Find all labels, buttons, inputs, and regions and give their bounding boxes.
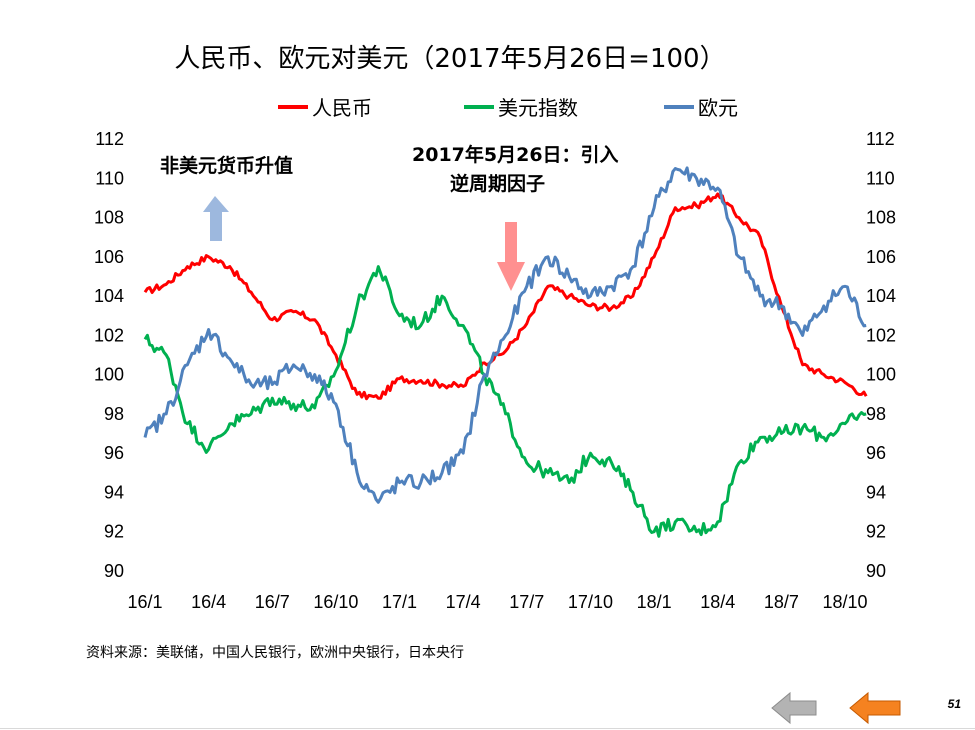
y-tick-left-110: 110 <box>95 168 124 188</box>
annotation-non-usd-appreciation: 非美元货币升值 <box>160 154 293 177</box>
legend-item-eur: 欧元 <box>664 92 738 121</box>
annotation-date-line1: 2017年5月26日：引入 <box>412 143 619 166</box>
y-tick-left-98: 98 <box>104 404 124 424</box>
y-tick-right-112: 112 <box>866 129 895 149</box>
x-tick-17-10: 17/10 <box>568 592 613 612</box>
source-note: 资料来源：美联储，中国人民银行，欧洲中央银行，日本央行 <box>86 645 464 661</box>
x-axis: 16/1 16/4 16/7 16/10 17/1 17/4 17/7 17/10 18/1 18… <box>127 592 867 612</box>
x-tick-16-10: 16/10 <box>313 592 358 612</box>
y-tick-left-104: 104 <box>94 286 124 306</box>
left-arrow-gray-icon <box>771 691 817 725</box>
chart-title: 人民币、欧元对美元（2017年5月26日=100） <box>174 44 726 74</box>
y-tick-left-90: 90 <box>104 561 124 581</box>
y-tick-left-94: 94 <box>104 482 124 502</box>
x-tick-17-1: 17/1 <box>382 592 417 612</box>
y-tick-left-102: 102 <box>94 325 124 345</box>
series-line-0 <box>143 192 868 401</box>
y-tick-right-102: 102 <box>866 325 896 345</box>
y-tick-left-96: 96 <box>104 443 124 463</box>
legend-item-dxy: 美元指数 <box>464 92 578 121</box>
y-tick-right-92: 92 <box>866 522 886 542</box>
y-tick-right-106: 106 <box>866 247 896 267</box>
legend-swatch-rmb <box>278 104 308 109</box>
y-tick-left-112: 112 <box>95 129 124 149</box>
next-slide-button[interactable] <box>848 690 901 726</box>
legend-item-rmb: 人民币 <box>278 92 372 121</box>
x-tick-18-10: 18/10 <box>822 592 867 612</box>
x-tick-18-4: 18/4 <box>700 592 735 612</box>
y-tick-left-108: 108 <box>94 208 124 228</box>
x-tick-17-4: 17/4 <box>446 592 481 612</box>
page-number: 51 <box>947 697 961 711</box>
x-tick-18-7: 18/7 <box>764 592 799 612</box>
legend-label-eur: 欧元 <box>698 96 738 120</box>
y-axis-left: 112 110 108 106 104 102 100 98 96 94 92 90 <box>94 129 124 581</box>
legend-swatch-eur <box>664 104 694 109</box>
x-tick-18-1: 18/1 <box>637 592 672 612</box>
legend-swatch-dxy <box>464 104 494 109</box>
y-tick-right-110: 110 <box>866 168 895 188</box>
y-tick-right-94: 94 <box>866 482 886 502</box>
legend-label-rmb: 人民币 <box>312 96 372 120</box>
y-tick-right-100: 100 <box>866 365 896 385</box>
y-tick-left-100: 100 <box>94 365 124 385</box>
y-tick-right-104: 104 <box>866 286 896 306</box>
left-arrow-orange-icon <box>849 691 901 725</box>
x-tick-16-1: 16/1 <box>127 592 162 612</box>
down-arrow-icon <box>497 222 525 291</box>
chart-legend: 人民币 美元指数 欧元 <box>0 92 975 122</box>
up-arrow-icon <box>203 196 229 241</box>
series-lines <box>143 166 868 538</box>
previous-slide-button[interactable] <box>770 690 820 726</box>
y-tick-right-90: 90 <box>866 561 886 581</box>
y-tick-left-92: 92 <box>104 522 124 542</box>
y-tick-right-98: 98 <box>866 404 886 424</box>
legend-label-dxy: 美元指数 <box>498 96 578 120</box>
y-tick-left-106: 106 <box>94 247 124 267</box>
x-tick-17-7: 17/7 <box>509 592 544 612</box>
x-tick-16-4: 16/4 <box>191 592 226 612</box>
series-line-2 <box>143 166 867 504</box>
y-axis-right: 112 110 108 106 104 102 100 98 96 94 92 90 <box>866 129 896 581</box>
series-line-1 <box>143 265 867 538</box>
y-tick-right-96: 96 <box>866 443 886 463</box>
annotation-date-line2: 逆周期因子 <box>450 172 545 195</box>
y-tick-right-108: 108 <box>866 208 896 228</box>
x-tick-16-7: 16/7 <box>255 592 290 612</box>
